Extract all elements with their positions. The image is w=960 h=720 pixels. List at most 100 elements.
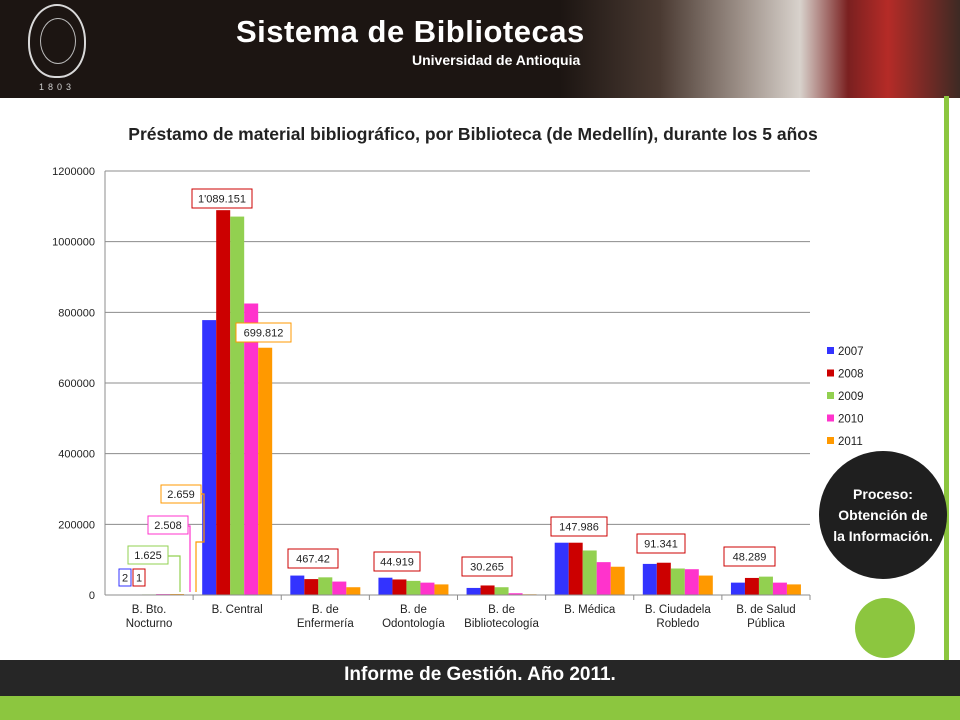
data-callouts: 2 1 1.625 2.508 2.659 1'089.151 699.812 467.42 4… <box>118 188 776 592</box>
legend-label: 2007 <box>838 346 864 358</box>
x-tick-label: B. de <box>312 604 339 616</box>
bar-2011 <box>346 587 361 595</box>
x-tick-label: B. Ciudadela <box>645 604 711 616</box>
callout-label: 1'089.151 <box>198 194 246 206</box>
y-tick-label: 600000 <box>58 378 95 390</box>
callout-label: 2.659 <box>167 489 195 501</box>
decorative-green-circle <box>855 598 915 658</box>
callout-box <box>723 546 776 567</box>
legend-swatch <box>827 414 834 422</box>
bar-2009 <box>230 216 245 595</box>
footer-text: Informe de Gestión. Año 2011. <box>344 664 616 685</box>
callout-label: 699.812 <box>244 328 284 340</box>
x-tick-label: B. de <box>400 604 427 616</box>
process-badge-line2: Obtención de <box>838 506 928 523</box>
callout-label: 1.625 <box>134 550 162 562</box>
x-tick-label: B. Central <box>212 604 263 616</box>
callout-label: 1 <box>136 573 142 585</box>
bar-2011 <box>434 584 449 595</box>
legend-label: 2009 <box>838 391 864 403</box>
callout-box <box>287 548 339 569</box>
bar-2008 <box>568 542 583 595</box>
chart-bars <box>114 210 801 596</box>
bar-2011 <box>610 566 625 595</box>
legend-label: 2008 <box>838 369 864 381</box>
header-banner: 1803 Sistema de Bibliotecas Universidad … <box>0 0 960 98</box>
bar-2009 <box>758 576 773 595</box>
x-tick-label: B. Médica <box>564 604 616 616</box>
callout-box <box>191 188 253 209</box>
bar-2007 <box>290 575 305 595</box>
callout-label: 2.508 <box>154 520 182 532</box>
bar-2011 <box>786 584 801 595</box>
y-tick-label: 800000 <box>58 307 95 319</box>
x-tick-label: B. de Salud <box>736 604 795 616</box>
callout-box <box>132 568 146 587</box>
bar-2007 <box>730 582 745 595</box>
system-title: Sistema de Bibliotecas <box>236 14 585 49</box>
bar-2010 <box>244 303 259 595</box>
bar-2011 <box>258 347 273 595</box>
callout-label: 91.341 <box>644 539 678 551</box>
bar-2009 <box>494 587 509 595</box>
seal-inner-ring <box>40 18 76 64</box>
bar-2010 <box>508 593 523 595</box>
legend-label: 2011 <box>838 436 863 448</box>
x-tick-label: B. de <box>488 604 515 616</box>
accent-vertical-line <box>944 96 949 660</box>
y-tick-label: 200000 <box>58 519 95 531</box>
callout-leader-line <box>195 493 205 592</box>
callout-label: 44.919 <box>380 557 414 569</box>
y-tick-label: 400000 <box>58 449 95 461</box>
callout-label: 467.42 <box>296 554 330 566</box>
seal-year: 1803 <box>38 82 76 92</box>
callout-box <box>550 516 608 537</box>
callout-leader-line <box>188 525 191 592</box>
bar-2010 <box>332 581 347 595</box>
callout-label: 147.986 <box>559 522 599 534</box>
bar-2008 <box>480 585 495 595</box>
y-tick-label: 0 <box>89 590 95 602</box>
footer-accent-bar <box>0 696 960 720</box>
legend-swatch <box>827 437 834 444</box>
x-tick-label: Odontología <box>382 618 445 630</box>
x-tick-label: Pública <box>747 618 785 630</box>
callout-leader-line <box>168 555 181 592</box>
chart-title: Préstamo de material bibliográfico, por … <box>128 124 818 144</box>
bar-2009 <box>406 580 421 595</box>
y-axis: 0 200000 400000 600000 800000 1000000 1200000 <box>52 166 106 602</box>
bar-2008 <box>216 210 231 596</box>
legend-label: 2010 <box>838 414 864 426</box>
chart-legend: 2007 2008 2009 2010 2011 <box>827 346 864 448</box>
system-subtitle: Universidad de Antioquia <box>412 52 581 68</box>
bar-2011 <box>698 575 713 595</box>
x-tick-label: Bibliotecología <box>464 618 539 630</box>
bar-2007 <box>642 563 657 595</box>
x-tick-label: Nocturno <box>126 618 173 630</box>
process-badge-line3: la Información. <box>833 527 933 544</box>
process-badge: Proceso: Obtención de la Información. <box>819 451 947 579</box>
callout-label: 30.265 <box>470 562 504 574</box>
callout-box <box>118 568 132 587</box>
x-tick-label: Enfermería <box>297 618 354 630</box>
bar-2009 <box>670 568 685 595</box>
legend-swatch <box>827 347 834 354</box>
y-tick-label: 1200000 <box>52 166 95 178</box>
callout-box <box>127 545 169 565</box>
bar-2007 <box>554 542 569 595</box>
callout-box <box>373 551 421 572</box>
bar-2010 <box>684 569 699 595</box>
x-axis: B. Bto. Nocturno B. Central B. de Enfermería… <box>105 594 811 630</box>
header-photo <box>560 0 960 98</box>
bar-2009 <box>318 577 333 595</box>
callout-box <box>461 556 513 577</box>
bar-chart: 020000040000060000080000010000001200000 … <box>52 166 864 630</box>
bar-2010 <box>596 562 611 595</box>
callout-label: 48.289 <box>733 552 767 564</box>
bar-2010 <box>420 582 435 595</box>
footer-bar <box>0 660 960 696</box>
bar-2007 <box>202 320 217 595</box>
x-tick-label: B. Bto. <box>132 604 167 616</box>
bar-2008 <box>656 562 671 595</box>
callout-label: 2 <box>122 573 128 585</box>
